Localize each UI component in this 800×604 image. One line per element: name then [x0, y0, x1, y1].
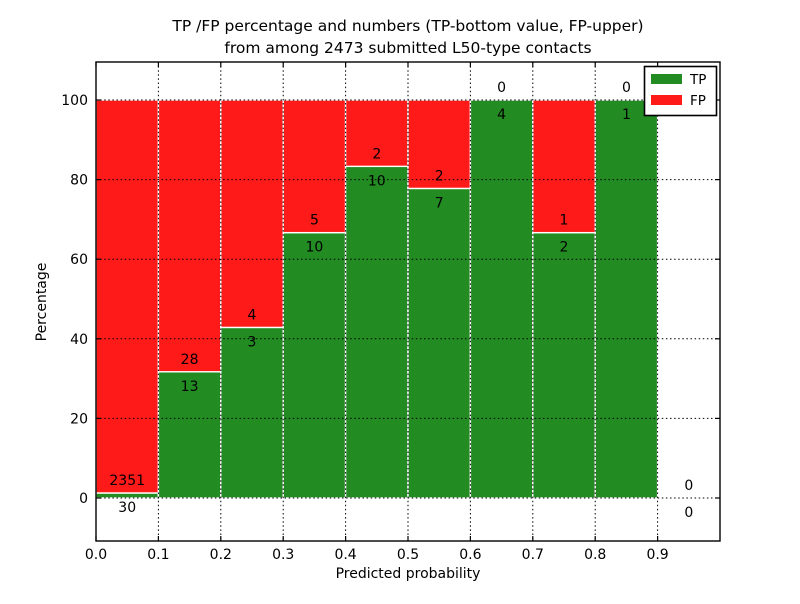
tp-bar-segment: [469, 99, 534, 499]
tp-count-label: 2: [560, 240, 569, 256]
tp-bar-segment: [220, 326, 284, 499]
x-tick-label: 0.6: [459, 547, 481, 563]
tp-bar-segment: [344, 165, 409, 499]
tp-bar-segment: [532, 231, 596, 499]
fp-count-label: 0: [684, 478, 693, 494]
chart-title-line-2: from among 2473 submitted L50-type conta…: [224, 39, 591, 57]
tp-count-label: 13: [181, 379, 199, 395]
fp-bar-segment: [344, 99, 409, 168]
fp-count-label: 2351: [109, 473, 145, 489]
y-tick-label: 80: [70, 173, 88, 189]
legend-label-tp: TP: [689, 72, 706, 88]
fp-bar-segment: [220, 99, 284, 329]
tp-count-label: 30: [118, 500, 136, 516]
y-tick-label: 100: [61, 93, 88, 109]
tp-count-label: 1: [622, 107, 631, 123]
tp-bar-segment: [282, 231, 347, 499]
legend-swatch-fp: [651, 95, 682, 105]
x-tick-label: 0.2: [210, 547, 232, 563]
fp-count-label: 28: [181, 352, 199, 368]
y-tick-label: 60: [70, 252, 88, 268]
fp-count-label: 0: [497, 80, 506, 96]
y-tick-label: 20: [70, 411, 88, 427]
tp-count-label: 7: [435, 195, 444, 211]
fp-bar-segment: [282, 99, 347, 234]
tp-count-label: 0: [684, 505, 693, 521]
x-tick-label: 0.7: [522, 547, 544, 563]
tp-count-label: 3: [248, 334, 257, 350]
x-tick-label: 0.5: [397, 547, 419, 563]
tp-bar-segment: [95, 492, 160, 499]
fp-count-label: 5: [310, 213, 319, 229]
legend: TP FP: [643, 65, 718, 117]
fp-count-label: 0: [622, 80, 631, 96]
tp-bar-segment: [594, 99, 659, 499]
fp-bar-segment: [532, 99, 596, 234]
tp-count-label: 10: [305, 240, 323, 256]
fp-count-label: 2: [372, 146, 381, 162]
tp-count-label: 4: [497, 107, 506, 123]
x-axis-label: Predicted probability: [336, 566, 481, 582]
x-tick-label: 0.4: [334, 547, 356, 563]
fp-count-label: 4: [248, 307, 257, 323]
x-tick-label: 0.3: [272, 547, 294, 563]
y-tick-label: 40: [70, 332, 88, 348]
fp-bar-segment: [157, 99, 222, 373]
chart-title-line-1: TP /FP percentage and numbers (TP-bottom…: [171, 17, 643, 35]
y-axis-label: Percentage: [34, 263, 50, 342]
tp-count-label: 10: [368, 173, 386, 189]
y-tick-label: 0: [79, 491, 88, 507]
legend-swatch-tp: [651, 74, 682, 84]
fp-count-label: 2: [435, 168, 444, 184]
x-tick-label: 0.9: [646, 547, 668, 563]
fp-count-label: 1: [560, 213, 569, 229]
legend-label-fp: FP: [690, 93, 706, 109]
tp-bar-segment: [157, 371, 222, 499]
plot-border: [95, 61, 721, 542]
x-tick-label: 0.1: [147, 547, 169, 563]
fp-bar-segment: [95, 99, 160, 494]
tp-bar-segment: [407, 187, 472, 499]
x-tick-label: 0.8: [584, 547, 606, 563]
plot-area: 0.0 0.1 0.2 0.3 0.4 0.5 0.6 0.7 0.8 0.90204060801…: [61, 61, 721, 563]
x-tick-label: 0.0: [85, 547, 107, 563]
